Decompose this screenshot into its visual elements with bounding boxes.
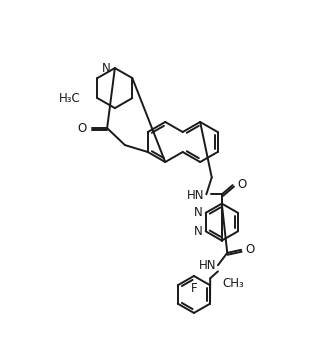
- Text: O: O: [246, 243, 255, 256]
- Text: N: N: [194, 225, 203, 238]
- Text: HN: HN: [186, 189, 204, 202]
- Text: N: N: [102, 62, 110, 75]
- Text: F: F: [191, 282, 197, 295]
- Text: HN: HN: [199, 260, 216, 273]
- Text: H₃C: H₃C: [59, 92, 81, 105]
- Text: O: O: [77, 122, 86, 135]
- Text: O: O: [237, 178, 247, 191]
- Text: CH₃: CH₃: [222, 277, 244, 290]
- Text: N: N: [194, 206, 203, 219]
